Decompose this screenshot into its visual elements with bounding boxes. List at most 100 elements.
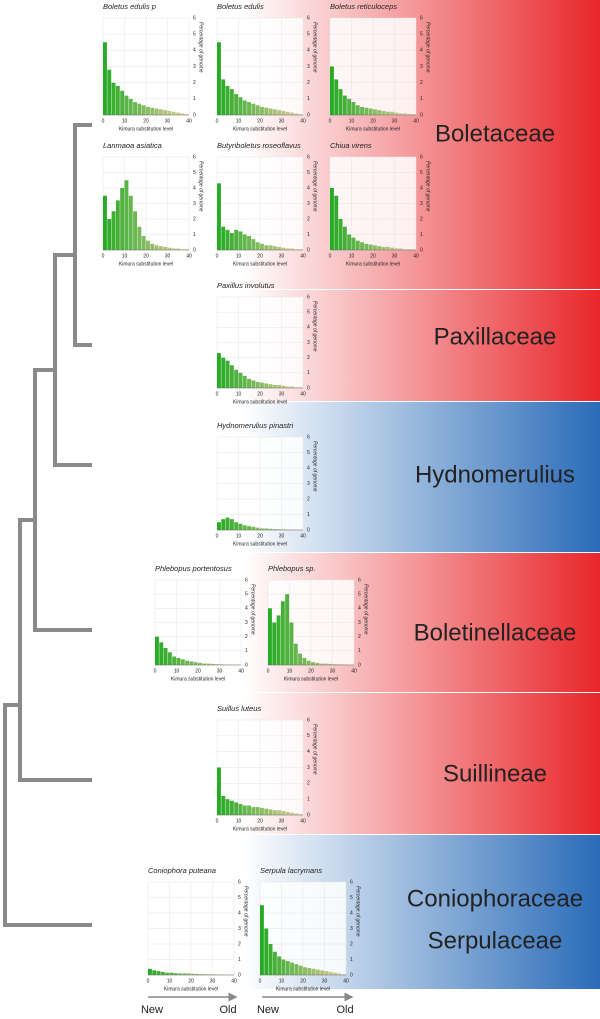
bar <box>238 372 243 388</box>
bar <box>355 105 360 115</box>
bar <box>251 103 256 115</box>
bar <box>294 813 299 815</box>
y-tick-label: 2 <box>245 634 248 640</box>
bar <box>337 973 342 975</box>
bar <box>176 112 180 115</box>
x-tick-label: 30 <box>165 253 171 259</box>
bar <box>234 802 239 815</box>
y-tick-label: 5 <box>245 591 248 597</box>
x-axis-label: Kimura substitution level <box>284 676 338 682</box>
x-tick-label: 10 <box>236 391 242 397</box>
chart-title: Suillus luteus <box>217 704 261 713</box>
tree <box>3 123 92 927</box>
bar <box>385 246 390 250</box>
bar <box>281 959 286 975</box>
bar <box>333 972 337 975</box>
x-axis-label: Kimura substitution level <box>233 399 287 405</box>
bar <box>390 247 395 250</box>
y-tick-label: 4 <box>307 48 310 54</box>
y-tick-label: 4 <box>245 606 248 612</box>
bar <box>255 381 260 388</box>
bar <box>154 245 159 250</box>
y-tick-label: 0 <box>307 247 310 253</box>
y-tick-label: 3 <box>358 620 361 626</box>
bar <box>163 246 168 250</box>
bar <box>137 103 142 115</box>
bar <box>234 229 239 250</box>
chart-title: Paxillus involutus <box>217 281 275 290</box>
x-tick-label: 40 <box>413 253 419 259</box>
bar <box>268 384 273 388</box>
bar <box>260 905 264 975</box>
y-tick-label: 4 <box>193 48 196 54</box>
y-tick-label: 5 <box>307 309 310 315</box>
chart-title: Phlebopus portentosus <box>155 564 232 573</box>
tree-branch <box>33 368 92 632</box>
bar <box>242 375 247 388</box>
bar <box>281 529 286 530</box>
bar <box>289 622 294 665</box>
x-tick-label: 10 <box>236 533 242 539</box>
y-tick-label: 6 <box>307 294 310 300</box>
y-tick-label: 3 <box>307 340 310 346</box>
bar <box>238 523 243 530</box>
y-tick-label: 3 <box>238 926 241 932</box>
y-axis-label: Percentage of genome <box>425 161 431 212</box>
bar <box>290 112 294 115</box>
bar <box>368 244 373 250</box>
bar <box>242 525 247 530</box>
y-tick-label: 5 <box>420 31 423 37</box>
bar <box>302 657 307 665</box>
x-tick-label: 40 <box>186 253 192 259</box>
bar <box>141 236 146 250</box>
bar <box>281 385 286 388</box>
x-tick-label: 10 <box>236 118 242 124</box>
group-band <box>90 693 600 834</box>
bar <box>342 226 347 250</box>
y-tick-label: 4 <box>238 910 241 916</box>
bar <box>264 928 269 975</box>
y-tick-label: 0 <box>245 662 248 668</box>
y-tick-label: 3 <box>193 201 196 207</box>
bar <box>377 110 382 115</box>
y-axis-label: Percentage of genome <box>355 886 361 937</box>
tree-branch <box>18 518 92 782</box>
bar <box>276 615 281 665</box>
group-label: Suillineae <box>443 760 547 787</box>
bar <box>242 234 247 250</box>
bar <box>403 249 407 250</box>
bar <box>189 661 194 665</box>
bar <box>199 974 204 975</box>
group-label: Serpulaceae <box>428 927 563 954</box>
y-tick-label: 3 <box>307 64 310 70</box>
x-axis-label: Kimura substitution level <box>233 126 287 132</box>
bar <box>307 968 312 975</box>
y-tick-label: 4 <box>307 185 310 191</box>
x-tick-label: 30 <box>322 978 328 984</box>
bar <box>290 248 294 250</box>
y-axis-label: Percentage of genome <box>198 22 204 73</box>
bar <box>128 98 133 115</box>
x-tick-label: 10 <box>279 978 285 984</box>
y-tick-label: 2 <box>358 634 361 640</box>
bar <box>247 378 251 388</box>
y-tick-label: 3 <box>245 620 248 626</box>
bar <box>293 643 298 665</box>
bar <box>277 246 282 250</box>
bar <box>150 107 155 115</box>
bar <box>184 249 189 250</box>
x-tick-label: 40 <box>413 118 419 124</box>
y-tick-label: 1 <box>238 957 241 963</box>
x-tick-label: 20 <box>257 253 263 259</box>
bar <box>285 111 290 115</box>
bar <box>247 236 251 250</box>
bar <box>247 526 251 530</box>
bar <box>290 812 294 815</box>
bar <box>217 522 221 530</box>
bar <box>411 249 416 250</box>
bar <box>163 110 168 115</box>
bar <box>172 656 177 665</box>
